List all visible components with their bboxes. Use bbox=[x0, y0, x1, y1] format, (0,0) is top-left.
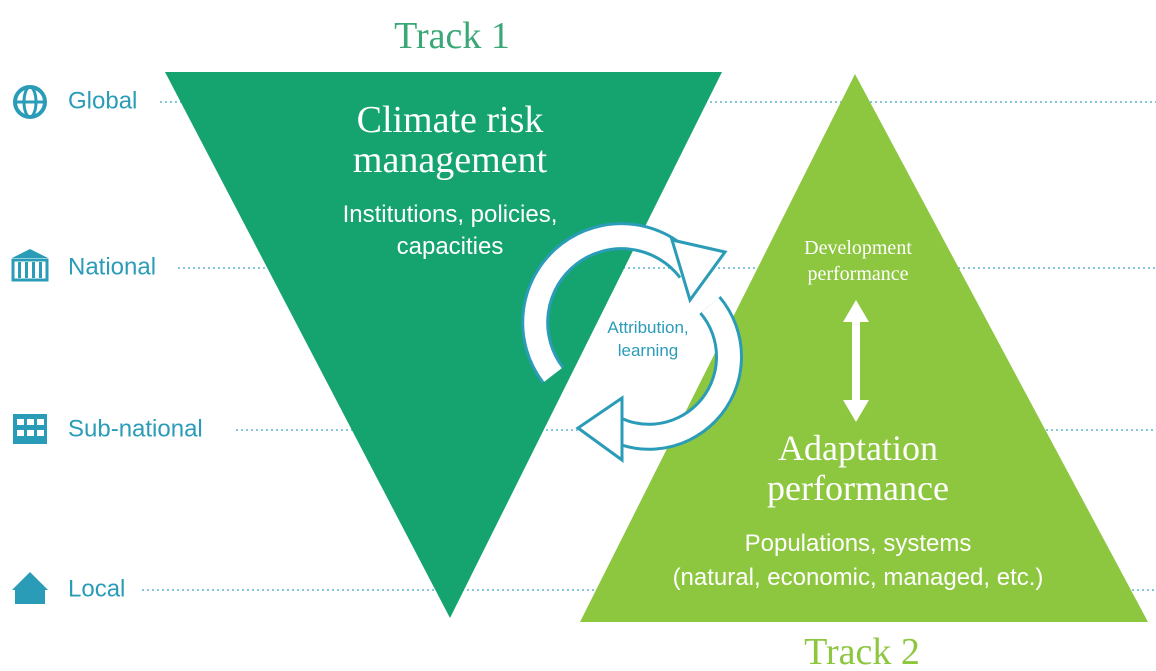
cycle-label: learning bbox=[618, 341, 679, 360]
track2-title: Adaptation bbox=[778, 428, 938, 468]
level-label: National bbox=[68, 253, 156, 280]
cycle-label: Attribution, bbox=[607, 318, 688, 337]
track1-subtitle: capacities bbox=[397, 233, 504, 260]
track2-top: performance bbox=[807, 263, 908, 285]
track2-top: Development bbox=[804, 237, 912, 259]
track-label: Track 1 bbox=[394, 15, 510, 57]
track2-triangle bbox=[580, 74, 1148, 622]
track1-title: management bbox=[353, 139, 548, 181]
level-label: Global bbox=[68, 87, 137, 114]
cycle-arrows bbox=[521, 222, 743, 463]
track1-subtitle: Institutions, policies, bbox=[343, 201, 558, 228]
track2-subtitle: (natural, economic, managed, etc.) bbox=[673, 564, 1044, 591]
track1-title: Climate risk bbox=[357, 99, 544, 141]
level-icons bbox=[11, 85, 49, 604]
track2-subtitle: Populations, systems bbox=[745, 530, 972, 557]
level-label: Sub-national bbox=[68, 415, 203, 442]
track1-triangle bbox=[165, 72, 722, 618]
level-label: Local bbox=[68, 575, 125, 602]
double-arrow bbox=[843, 300, 869, 422]
track2-title: performance bbox=[767, 468, 949, 508]
track-label: Track 2 bbox=[804, 631, 920, 671]
